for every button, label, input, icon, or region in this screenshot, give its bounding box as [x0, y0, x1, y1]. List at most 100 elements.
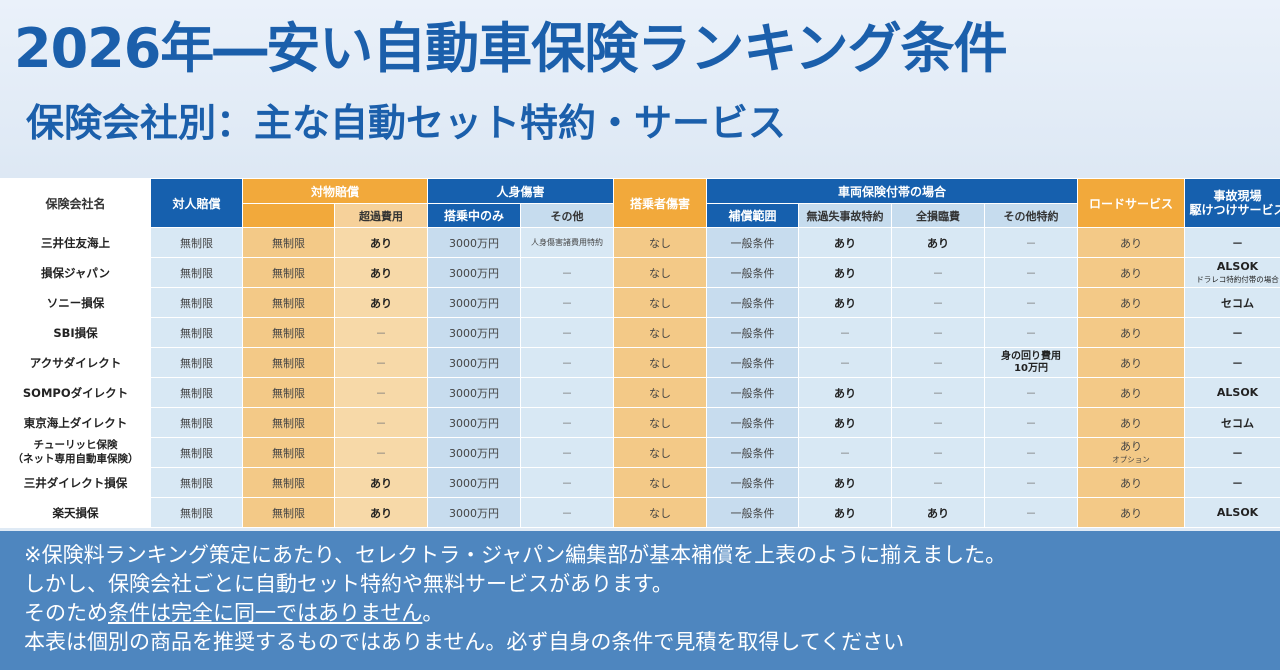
cell-zenson: あり: [891, 497, 986, 528]
header-chouka: 超過費用: [333, 203, 429, 228]
cell-taibutsu: 無制限: [242, 377, 335, 408]
table-row: 楽天損保 無制限 無制限 あり 3000万円 － なし 一般条件 あり あり －…: [0, 497, 1280, 528]
cell-hani: 一般条件: [706, 407, 800, 438]
disclaimer-line-3: そのため条件は完全に同一ではありません。: [24, 603, 443, 624]
cell-tojochu: 3000万円: [427, 317, 522, 348]
cell-zenson: －: [891, 347, 986, 378]
cell-tokuyaku-amount: 10万円: [1014, 362, 1048, 374]
cell-sonota: 人身傷害諸費用特約: [520, 227, 615, 258]
cell-taijin: 無制限: [150, 347, 243, 378]
cell-road: あり オプション: [1077, 437, 1186, 468]
cell-taijin: 無制限: [150, 407, 243, 438]
table-row: SOMPOダイレクト 無制限 無制限 － 3000万円 － なし 一般条件 あり…: [0, 377, 1280, 408]
cell-sonota: －: [520, 317, 615, 348]
cell-jiko: ALSOK ドラレコ特約付帯の場合: [1184, 257, 1280, 288]
cell-chouka: あり: [333, 467, 429, 498]
cell-mukashitsu: あり: [798, 377, 893, 408]
cell-mukashitsu: －: [798, 317, 893, 348]
cell-zenson: －: [891, 287, 986, 318]
cell-chouka: あり: [333, 287, 429, 318]
cell-mukashitsu: あり: [798, 257, 893, 288]
header-jinshin: 人身傷害: [427, 178, 615, 204]
cell-chouka: あり: [333, 227, 429, 258]
cell-tojochu: 3000万円: [427, 377, 522, 408]
cell-mukashitsu: －: [798, 437, 893, 468]
cell-mukashitsu: あり: [798, 287, 893, 318]
header-taibutsu: 対物賠償: [241, 178, 429, 204]
disclaimer-line-3-underlined: 条件は完全に同一ではありません: [108, 601, 423, 625]
cell-tojochu: 3000万円: [427, 407, 522, 438]
cell-tokuyaku: －: [984, 407, 1079, 438]
header-tojosha: 搭乗者傷害: [613, 178, 708, 228]
cell-jiko-main: ALSOK: [1216, 260, 1259, 274]
cell-chouka: －: [333, 437, 429, 468]
cell-road: あり: [1077, 227, 1186, 258]
disclaimer-panel: ※保険料ランキング策定にあたり、セレクトラ・ジャパン編集部が基本補償を上表のよう…: [0, 531, 1280, 670]
header-zenson: 全損臨費: [891, 203, 986, 228]
cell-hani: 一般条件: [706, 317, 800, 348]
cell-tojosha: なし: [613, 287, 708, 318]
cell-mukashitsu: あり: [798, 467, 893, 498]
cell-hani: 一般条件: [706, 497, 800, 528]
header-jiko-line1: 事故現場: [1213, 188, 1262, 203]
cell-road: あり: [1077, 287, 1186, 318]
cell-hani: 一般条件: [706, 347, 800, 378]
cell-hani: 一般条件: [706, 377, 800, 408]
cell-zenson: あり: [891, 227, 986, 258]
cell-jiko: セコム: [1184, 407, 1280, 438]
cell-chouka: －: [333, 317, 429, 348]
cell-tojosha: なし: [613, 437, 708, 468]
cell-taibutsu: 無制限: [242, 257, 335, 288]
company-name-line2: （ネット専用自動車保険）: [12, 452, 139, 465]
cell-sonota: －: [520, 287, 615, 318]
cell-taijin: 無制限: [150, 467, 243, 498]
cell-chouka: あり: [333, 257, 429, 288]
cell-tojochu: 3000万円: [427, 467, 522, 498]
cell-taijin: 無制限: [150, 287, 243, 318]
company-name: ソニー損保: [0, 287, 151, 318]
table-row: 三井ダイレクト損保 無制限 無制限 あり 3000万円 － なし 一般条件 あり…: [0, 467, 1280, 498]
cell-road: あり: [1077, 467, 1186, 498]
cell-tokuyaku: －: [984, 257, 1079, 288]
cell-road: あり: [1077, 257, 1186, 288]
cell-mukashitsu: あり: [798, 227, 893, 258]
company-name: SBI損保: [0, 317, 151, 348]
company-name: SOMPOダイレクト: [0, 377, 151, 408]
cell-tokuyaku: －: [984, 437, 1079, 468]
page-subtitle: 保険会社別：主な自動セット特約・サービス: [26, 101, 787, 145]
header-jiko-line2: 駆けつけサービス: [1189, 203, 1280, 217]
disclaimer-line-1: ※保険料ランキング策定にあたり、セレクトラ・ジャパン編集部が基本補償を上表のよう…: [24, 543, 1007, 567]
cell-tokuyaku: －: [984, 377, 1079, 408]
cell-tojochu: 3000万円: [427, 497, 522, 528]
cell-tojosha: なし: [613, 227, 708, 258]
cell-sonota: －: [520, 497, 615, 528]
cell-mukashitsu: あり: [798, 407, 893, 438]
cell-jiko: －: [1184, 467, 1280, 498]
cell-tojosha: なし: [613, 257, 708, 288]
header-tokuyaku: その他特約: [984, 203, 1079, 228]
cell-road-note: オプション: [1112, 454, 1150, 464]
cell-tokuyaku-main: 身の回り費用: [1001, 350, 1062, 362]
cell-jiko: ALSOK: [1184, 497, 1280, 528]
header-road-service: ロードサービス: [1077, 178, 1186, 228]
disclaimer-line-2: しかし、保険会社ごとに自動セット特約や無料サービスがあります。: [24, 572, 673, 596]
table-row: 東京海上ダイレクト 無制限 無制限 － 3000万円 － なし 一般条件 あり …: [0, 407, 1280, 438]
cell-tokuyaku: 身の回り費用 10万円: [984, 347, 1079, 378]
cell-tojochu: 3000万円: [427, 437, 522, 468]
company-name: 楽天損保: [0, 497, 151, 528]
cell-hani: 一般条件: [706, 467, 800, 498]
cell-road: あり: [1077, 377, 1186, 408]
table-row: アクサダイレクト 無制限 無制限 － 3000万円 － なし 一般条件 － － …: [0, 347, 1280, 378]
cell-taibutsu: 無制限: [242, 347, 335, 378]
cell-taibutsu: 無制限: [242, 227, 335, 258]
cell-tokuyaku: －: [984, 497, 1079, 528]
cell-hani: 一般条件: [706, 437, 800, 468]
cell-taijin: 無制限: [150, 437, 243, 468]
header-taibutsu-blank: [242, 203, 335, 228]
cell-road: あり: [1077, 497, 1186, 528]
header-banner: 2026年―安い自動車保険ランキング条件 保険会社別：主な自動セット特約・サービ…: [0, 0, 1280, 178]
cell-zenson: －: [891, 317, 986, 348]
company-name: 損保ジャパン: [0, 257, 151, 288]
cell-sonota: －: [520, 347, 615, 378]
cell-road: あり: [1077, 317, 1186, 348]
